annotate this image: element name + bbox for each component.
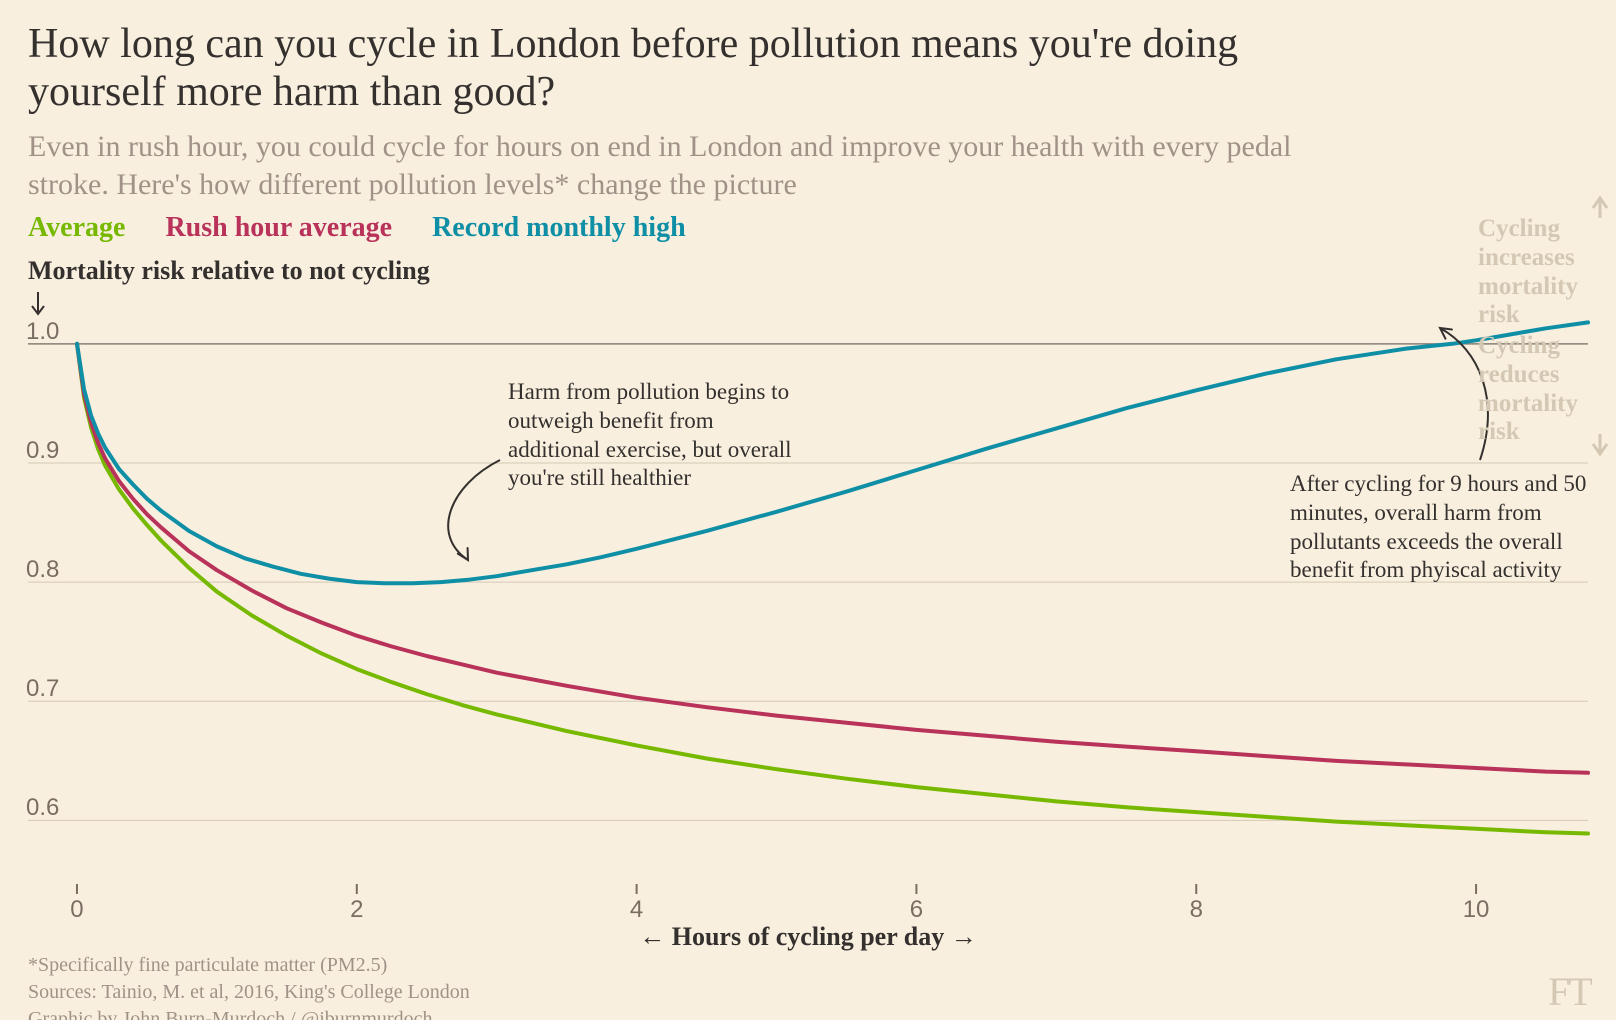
annotation-right: After cycling for 9 hours and 50 minutes… [1290, 470, 1590, 585]
series-average [77, 344, 1588, 834]
x-tick-label: 2 [342, 896, 372, 924]
x-tick-label: 6 [901, 896, 931, 924]
x-axis-title: ← Hours of cycling per day → [0, 922, 1616, 952]
x-tick-label: 8 [1181, 896, 1211, 924]
annotation-left: Harm from pollution begins to outweigh b… [508, 378, 798, 493]
x-tick-label: 0 [62, 896, 92, 924]
footnote-line: Graphic by John Burn-Murdoch / @jburnmur… [28, 1006, 470, 1020]
side-label-down: Cycling reduces mortality risk [1478, 332, 1616, 447]
side-label-up: Cycling increases mortality risk [1478, 215, 1616, 330]
y-tick-label: 1.0 [26, 318, 59, 346]
footnote-line: *Specifically fine particulate matter (P… [28, 952, 470, 979]
y-tick-label: 0.6 [26, 794, 59, 822]
x-tick-label: 4 [622, 896, 652, 924]
y-tick-label: 0.7 [26, 675, 59, 703]
y-tick-label: 0.8 [26, 556, 59, 584]
annotation-left-arrow [448, 460, 500, 560]
footnote-line: Sources: Tainio, M. et al, 2016, King's … [28, 979, 470, 1006]
ft-logo: FT [1548, 968, 1591, 1015]
footnote: *Specifically fine particulate matter (P… [28, 952, 470, 1020]
y-tick-label: 0.9 [26, 437, 59, 465]
x-tick-label: 10 [1461, 896, 1491, 924]
